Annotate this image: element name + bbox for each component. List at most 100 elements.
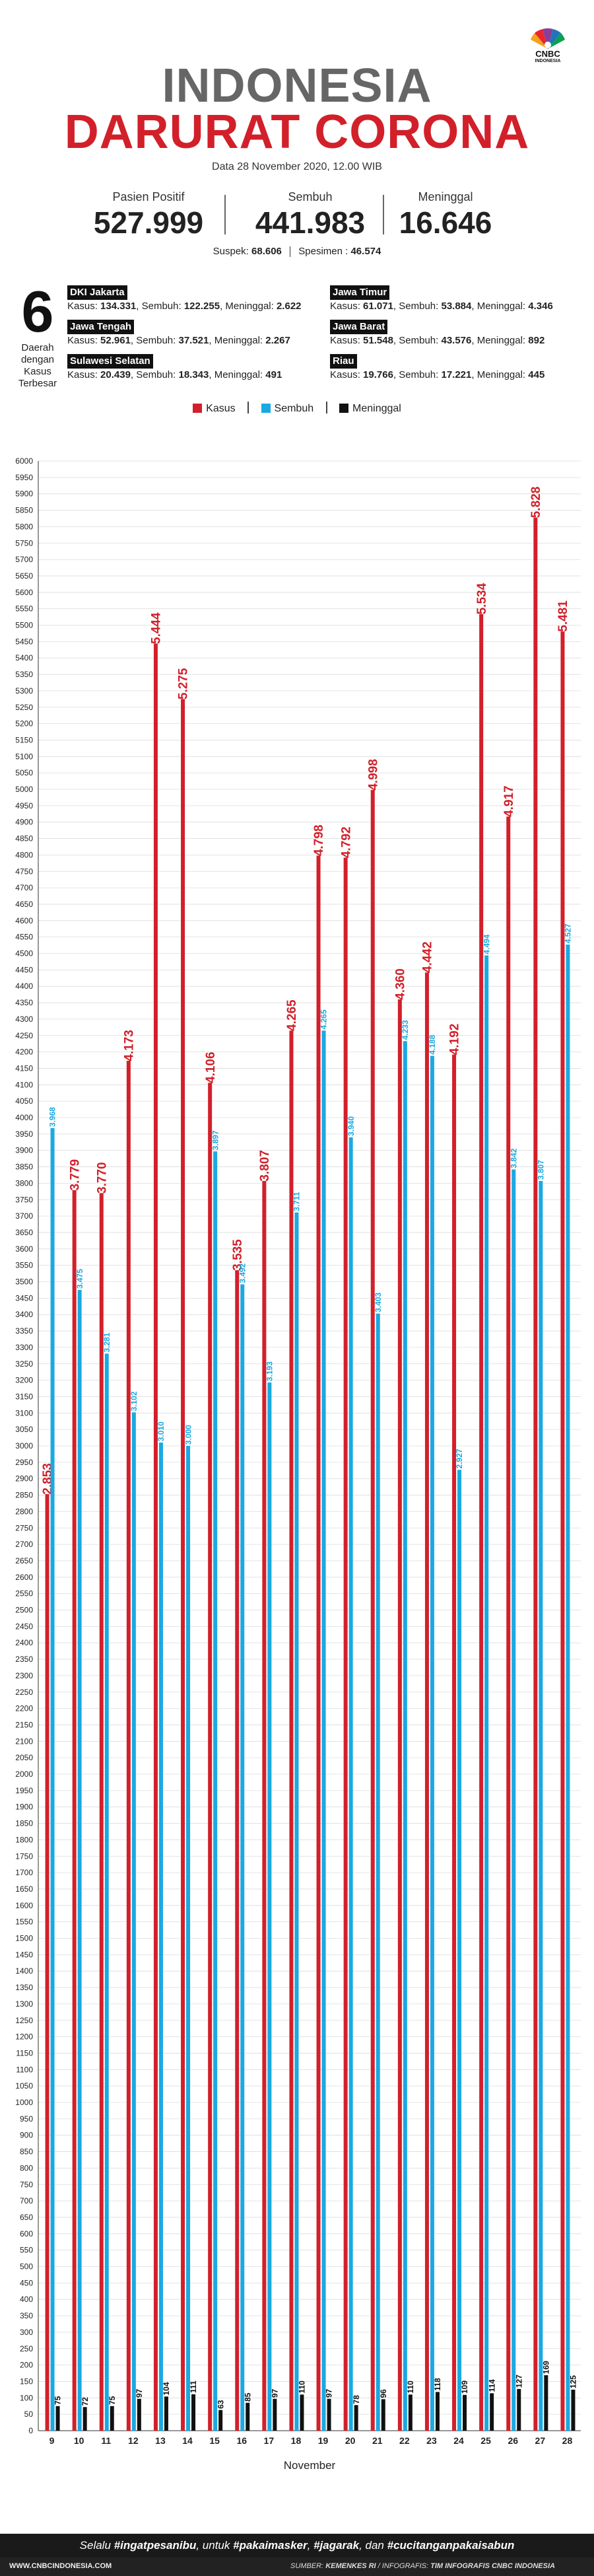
y-tick-label: 5650 bbox=[15, 571, 33, 581]
x-tick-label: 21 bbox=[372, 2435, 383, 2446]
y-tick-label: 5500 bbox=[15, 621, 33, 630]
y-tick-label: 1150 bbox=[16, 2048, 33, 2057]
stat-value: 441.983 bbox=[255, 205, 366, 240]
y-tick-label: 5100 bbox=[15, 752, 33, 761]
data-label-kasus: 5.481 bbox=[556, 600, 570, 632]
y-tick-label: 5550 bbox=[15, 604, 33, 614]
legend-meninggal: Meninggal bbox=[339, 403, 401, 415]
data-label-kasus: 5.534 bbox=[475, 583, 489, 614]
data-label-meninggal: 109 bbox=[460, 2380, 469, 2394]
legend-swatch-kasus bbox=[193, 404, 203, 413]
y-tick-label: 2150 bbox=[15, 1720, 33, 1729]
bar-meninggal bbox=[381, 2399, 385, 2431]
bar-sembuh bbox=[512, 1169, 516, 2431]
x-tick-label: 11 bbox=[101, 2435, 111, 2446]
bar-kasus bbox=[370, 789, 375, 2431]
data-label-kasus: 4.173 bbox=[123, 1030, 137, 1061]
bar-sembuh bbox=[430, 1055, 434, 2431]
y-tick-label: 3100 bbox=[15, 1408, 33, 1417]
bar-meninggal bbox=[517, 2388, 521, 2431]
bar-sembuh bbox=[50, 1127, 55, 2431]
region-name: Jawa Timur bbox=[330, 285, 390, 300]
bar-sembuh bbox=[104, 1353, 109, 2431]
legend-sembuh: Sembuh bbox=[261, 403, 314, 415]
data-label-meninggal: 111 bbox=[189, 2380, 198, 2393]
y-tick-label: 4800 bbox=[15, 850, 33, 859]
y-tick-label: 1100 bbox=[16, 2065, 33, 2074]
data-label-kasus: 3.770 bbox=[95, 1162, 109, 1194]
data-label-kasus: 3.779 bbox=[68, 1159, 82, 1191]
y-tick-label: 2950 bbox=[15, 1458, 33, 1467]
x-tick-label: 23 bbox=[426, 2435, 437, 2446]
y-tick-label: 100 bbox=[20, 2393, 33, 2402]
bar-meninggal bbox=[110, 2406, 114, 2431]
data-label-kasus: 5.828 bbox=[529, 487, 543, 519]
data-label-meninggal: 127 bbox=[514, 2375, 523, 2388]
x-tick-label: 13 bbox=[155, 2435, 166, 2446]
y-tick-label: 3950 bbox=[15, 1129, 33, 1139]
region-name: Sulawesi Selatan bbox=[67, 354, 153, 369]
bar-meninggal bbox=[218, 2410, 223, 2431]
bar-kasus bbox=[99, 1193, 104, 2431]
region-item: Jawa Timur Kasus: 61.071, Sembuh: 53.884… bbox=[330, 285, 553, 312]
bar-sembuh bbox=[158, 1443, 163, 2431]
bar-sembuh bbox=[240, 1284, 245, 2431]
x-tick-label: 27 bbox=[535, 2435, 546, 2446]
bar-meninggal bbox=[354, 2405, 358, 2431]
bar-kasus bbox=[126, 1061, 131, 2431]
y-tick-label: 350 bbox=[20, 2311, 33, 2320]
region-item: DKI Jakarta Kasus: 134.331, Sembuh: 122.… bbox=[67, 285, 302, 312]
data-label-kasus: 4.998 bbox=[366, 759, 380, 791]
y-tick-label: 950 bbox=[20, 2114, 33, 2124]
y-tick-label: 3500 bbox=[15, 1277, 33, 1287]
data-label-meninggal: 75 bbox=[53, 2396, 63, 2405]
y-tick-label: 1950 bbox=[15, 1786, 33, 1795]
legend-divider bbox=[325, 402, 327, 413]
y-tick-label: 2750 bbox=[15, 1523, 33, 1532]
y-tick-label: 700 bbox=[20, 2196, 33, 2205]
data-label-meninggal: 96 bbox=[379, 2389, 388, 2398]
legend-swatch-meninggal bbox=[339, 404, 349, 413]
bar-kasus bbox=[153, 643, 158, 2431]
title-line-2: DARURAT CORONA bbox=[64, 106, 530, 159]
y-tick-label: 5950 bbox=[15, 473, 33, 482]
data-label-meninggal: 125 bbox=[569, 2375, 578, 2388]
x-tick-label: 19 bbox=[318, 2435, 329, 2446]
y-tick-label: 3000 bbox=[15, 1441, 33, 1450]
data-label-meninggal: 75 bbox=[108, 2396, 117, 2405]
spesimen-label: Spesimen : bbox=[298, 246, 348, 257]
bar-kasus bbox=[452, 1054, 457, 2431]
y-tick-label: 250 bbox=[20, 2344, 33, 2353]
bar-meninggal bbox=[55, 2406, 60, 2431]
stat-label: Meninggal bbox=[418, 190, 473, 203]
data-label-meninggal: 104 bbox=[162, 2382, 171, 2395]
bar-kasus bbox=[424, 972, 429, 2431]
y-tick-label: 750 bbox=[20, 2180, 33, 2189]
data-label-meninggal: 118 bbox=[433, 2378, 442, 2391]
y-tick-label: 1000 bbox=[15, 2098, 33, 2107]
y-tick-label: 2700 bbox=[15, 1540, 33, 1549]
data-label-sembuh: 3.193 bbox=[265, 1361, 275, 1381]
stat-label: Sembuh bbox=[288, 190, 333, 203]
region-caption: Daerah dengan Kasus Terbesar bbox=[18, 342, 57, 389]
y-tick-label: 5700 bbox=[15, 555, 33, 564]
x-tick-label: 9 bbox=[50, 2435, 55, 2446]
x-tick-label: 18 bbox=[291, 2435, 302, 2446]
y-tick-label: 3200 bbox=[15, 1376, 33, 1385]
region-item: Jawa Barat Kasus: 51.548, Sembuh: 43.576… bbox=[330, 320, 545, 346]
y-tick-label: 5350 bbox=[15, 670, 33, 679]
y-tick-label: 0 bbox=[28, 2426, 33, 2435]
y-tick-label: 1700 bbox=[15, 1868, 33, 1877]
suspek-label: Suspek: bbox=[213, 246, 249, 257]
logo-subtext: INDONESIA bbox=[535, 59, 561, 63]
y-tick-label: 50 bbox=[24, 2410, 34, 2419]
bar-kasus bbox=[181, 699, 185, 2431]
data-label-sembuh: 3.807 bbox=[537, 1160, 546, 1180]
stat-divider bbox=[224, 195, 226, 234]
bar-kasus bbox=[235, 1270, 240, 2431]
y-tick-label: 2250 bbox=[15, 1688, 33, 1697]
y-tick-label: 3900 bbox=[15, 1146, 33, 1155]
y-tick-label: 5600 bbox=[15, 588, 33, 597]
region-count-block: 6 Daerah dengan Kasus Terbesar bbox=[15, 283, 61, 390]
y-tick-label: 4600 bbox=[15, 916, 33, 925]
